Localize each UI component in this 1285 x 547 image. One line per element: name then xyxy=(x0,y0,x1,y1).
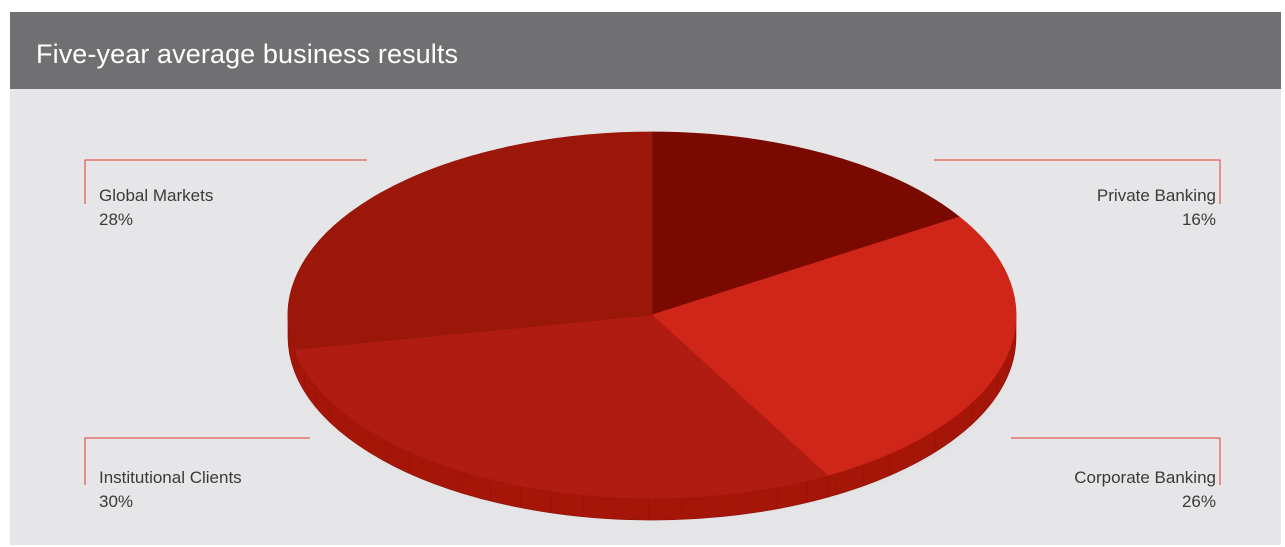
slice-value: 30% xyxy=(99,492,134,511)
slice-label: Institutional Clients xyxy=(99,468,242,487)
leader-global-markets xyxy=(84,159,367,204)
chart-title: Five-year average business results xyxy=(36,39,459,69)
slice-label: Global Markets xyxy=(99,186,214,205)
leader-institutional-clients xyxy=(84,437,310,485)
callout-corporate-banking: Corporate Banking 26% xyxy=(1074,466,1216,514)
pie-slice-global-markets xyxy=(287,131,653,350)
pie-top xyxy=(287,131,1017,499)
pie-chart xyxy=(84,131,1221,521)
callout-private-banking: Private Banking 16% xyxy=(1097,184,1216,232)
slice-value: 28% xyxy=(99,210,134,229)
callout-institutional-clients: Institutional Clients 30% xyxy=(99,466,242,514)
slice-label: Corporate Banking xyxy=(1074,468,1216,487)
slice-value: 26% xyxy=(1181,492,1216,511)
chart-header: Five-year average business results xyxy=(10,12,1281,89)
chart-panel: Five-year average business results Globa… xyxy=(10,12,1281,545)
slice-value: 16% xyxy=(1181,210,1216,229)
pie-slice-institutional-clients xyxy=(294,314,828,499)
pie-slice-private-banking xyxy=(651,131,960,316)
slice-label: Private Banking xyxy=(1096,186,1216,205)
leader-corporate-banking xyxy=(1011,437,1221,485)
leader-lines xyxy=(84,159,1221,485)
pie-slice-corporate-banking xyxy=(651,216,1017,476)
leader-private-banking xyxy=(934,159,1221,204)
callout-global-markets: Global Markets 28% xyxy=(99,184,213,232)
